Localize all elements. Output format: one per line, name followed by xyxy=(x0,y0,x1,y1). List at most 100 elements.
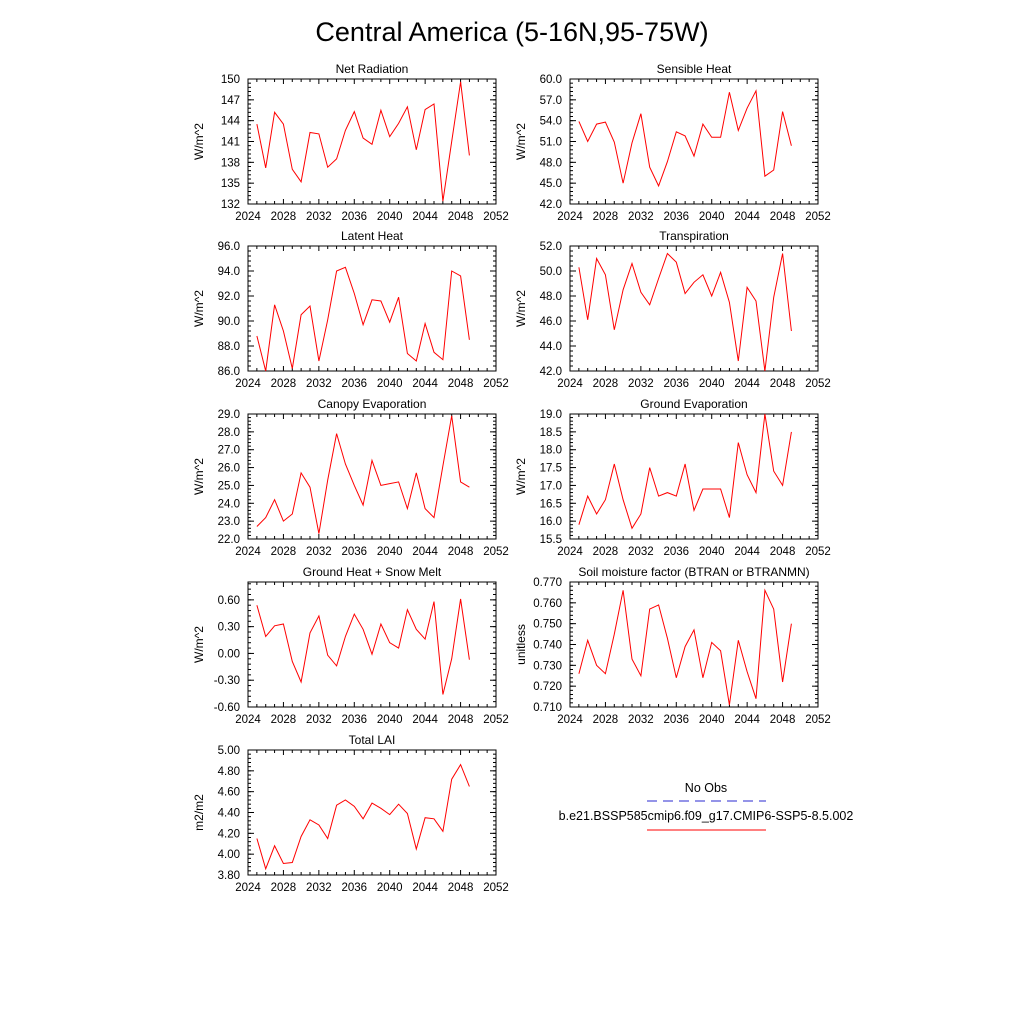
panel-title: Canopy Evaporation xyxy=(318,397,427,411)
x-tick-label: 2044 xyxy=(412,378,438,390)
x-tick-label: 2028 xyxy=(271,882,297,894)
y-tick-label: 132 xyxy=(221,199,240,211)
x-tick-label: 2024 xyxy=(557,546,583,558)
y-tick-label: 48.0 xyxy=(540,157,562,169)
y-tick-label: 42.0 xyxy=(540,199,562,211)
series-line xyxy=(256,598,470,695)
y-tick-label: 135 xyxy=(221,178,240,190)
y-axis-label: W/m^2 xyxy=(514,290,528,327)
y-tick-label: 4.00 xyxy=(218,849,240,861)
panel-latent-heat: Latent Heat W/m^2 2024 2028 2032 2036 2040 2044… xyxy=(192,229,509,390)
legend: No Obs b.e21.BSSP585cmip6.f09_g17.CMIP6-… xyxy=(559,781,854,831)
panel-soil-moisture-factor: Soil moisture factor (BTRAN or BTRANMN) u… xyxy=(514,565,831,726)
panel-title: Ground Evaporation xyxy=(640,397,747,411)
x-tick-label: 2044 xyxy=(412,211,438,223)
panel-transpiration: Transpiration W/m^2 2024 2028 2032 2036 2040 20… xyxy=(514,229,831,390)
y-tick-label: 4.40 xyxy=(218,808,240,820)
x-tick-label: 2040 xyxy=(377,546,403,558)
x-tick-label: 2044 xyxy=(412,882,438,894)
x-tick-label: 2048 xyxy=(448,546,474,558)
x-tick-label: 2040 xyxy=(699,378,725,390)
x-tick-label: 2028 xyxy=(593,546,619,558)
x-tick-label: 2048 xyxy=(448,882,474,894)
y-tick-label: 0.00 xyxy=(218,648,240,660)
y-tick-label: 0.760 xyxy=(533,598,562,610)
panel-title: Ground Heat + Snow Melt xyxy=(303,565,442,579)
plot-frame xyxy=(247,749,497,876)
panel-title: Latent Heat xyxy=(341,229,404,243)
series-line xyxy=(256,415,470,534)
y-tick-label: 96.0 xyxy=(218,241,240,253)
y-tick-label: 90.0 xyxy=(218,316,240,328)
x-tick-label: 2028 xyxy=(271,378,297,390)
y-tick-label: 26.0 xyxy=(218,463,240,475)
plot-frame xyxy=(247,78,497,205)
series-line xyxy=(256,763,470,871)
x-tick-label: 2048 xyxy=(770,546,796,558)
y-tick-label: 50.0 xyxy=(540,266,562,278)
x-tick-label: 2036 xyxy=(341,378,367,390)
y-tick-label: 3.80 xyxy=(218,870,240,882)
x-tick-label: 2024 xyxy=(235,546,261,558)
y-axis-label: W/m^2 xyxy=(514,123,528,160)
x-tick-label: 2044 xyxy=(734,211,760,223)
y-tick-label: 0.730 xyxy=(533,660,562,672)
y-tick-label: 51.0 xyxy=(540,137,562,149)
x-tick-label: 2032 xyxy=(628,714,654,726)
x-tick-label: 2032 xyxy=(628,546,654,558)
x-tick-label: 2024 xyxy=(557,714,583,726)
series-line xyxy=(256,81,470,202)
x-tick-label: 2040 xyxy=(377,714,403,726)
x-tick-label: 2052 xyxy=(805,211,831,223)
y-axis-label: W/m^2 xyxy=(192,123,206,160)
y-tick-label: 22.0 xyxy=(218,534,240,546)
plot-frame xyxy=(247,245,497,372)
x-tick-label: 2036 xyxy=(341,546,367,558)
x-tick-label: 2036 xyxy=(663,378,689,390)
y-tick-label: 150 xyxy=(221,74,240,86)
y-tick-label: 54.0 xyxy=(540,116,562,128)
y-tick-label: 94.0 xyxy=(218,266,240,278)
y-tick-label: 19.0 xyxy=(540,409,562,421)
y-tick-label: 16.5 xyxy=(540,498,562,510)
x-tick-label: 2028 xyxy=(271,714,297,726)
panel-canopy-evaporation: Canopy Evaporation W/m^2 2024 2028 2032 2036 2… xyxy=(192,397,509,558)
plot-frame xyxy=(569,413,819,540)
panel-title: Total LAI xyxy=(349,733,396,747)
panel-ground-evaporation: Ground Evaporation W/m^2 2024 2028 2032 2036 2… xyxy=(514,397,831,558)
y-tick-label: 0.740 xyxy=(533,640,562,652)
x-tick-label: 2040 xyxy=(377,882,403,894)
x-tick-label: 2028 xyxy=(593,714,619,726)
figure-title: Central America (5-16N,95-75W) xyxy=(315,17,708,47)
x-tick-label: 2032 xyxy=(628,378,654,390)
y-tick-label: 0.750 xyxy=(533,619,562,631)
x-tick-label: 2052 xyxy=(483,211,509,223)
x-tick-label: 2048 xyxy=(770,211,796,223)
y-axis-label: W/m^2 xyxy=(192,626,206,663)
x-tick-label: 2048 xyxy=(770,378,796,390)
y-tick-label: 44.0 xyxy=(540,341,562,353)
y-tick-label: 24.0 xyxy=(218,498,240,510)
x-tick-label: 2036 xyxy=(663,546,689,558)
x-tick-label: 2044 xyxy=(412,546,438,558)
legend-model-label: b.e21.BSSP585cmip6.f09_g17.CMIP6-SSP5-8.… xyxy=(559,809,854,823)
series-line xyxy=(256,266,470,372)
x-tick-label: 2044 xyxy=(734,378,760,390)
panel-title: Soil moisture factor (BTRAN or BTRANMN) xyxy=(578,565,809,579)
y-tick-label: 4.80 xyxy=(218,766,240,778)
y-tick-label: 0.60 xyxy=(218,595,240,607)
x-tick-label: 2024 xyxy=(557,378,583,390)
x-tick-label: 2040 xyxy=(699,714,725,726)
y-tick-label: 0.720 xyxy=(533,681,562,693)
y-tick-label: 88.0 xyxy=(218,341,240,353)
y-axis-label: unitless xyxy=(514,624,528,665)
y-tick-label: -0.30 xyxy=(214,675,240,687)
plot-frame xyxy=(247,581,497,708)
x-tick-label: 2052 xyxy=(483,882,509,894)
x-tick-label: 2036 xyxy=(663,714,689,726)
x-tick-label: 2024 xyxy=(235,211,261,223)
x-tick-label: 2052 xyxy=(483,546,509,558)
y-tick-label: 144 xyxy=(221,116,241,128)
y-tick-label: 0.770 xyxy=(533,577,562,589)
y-tick-label: 18.0 xyxy=(540,445,562,457)
